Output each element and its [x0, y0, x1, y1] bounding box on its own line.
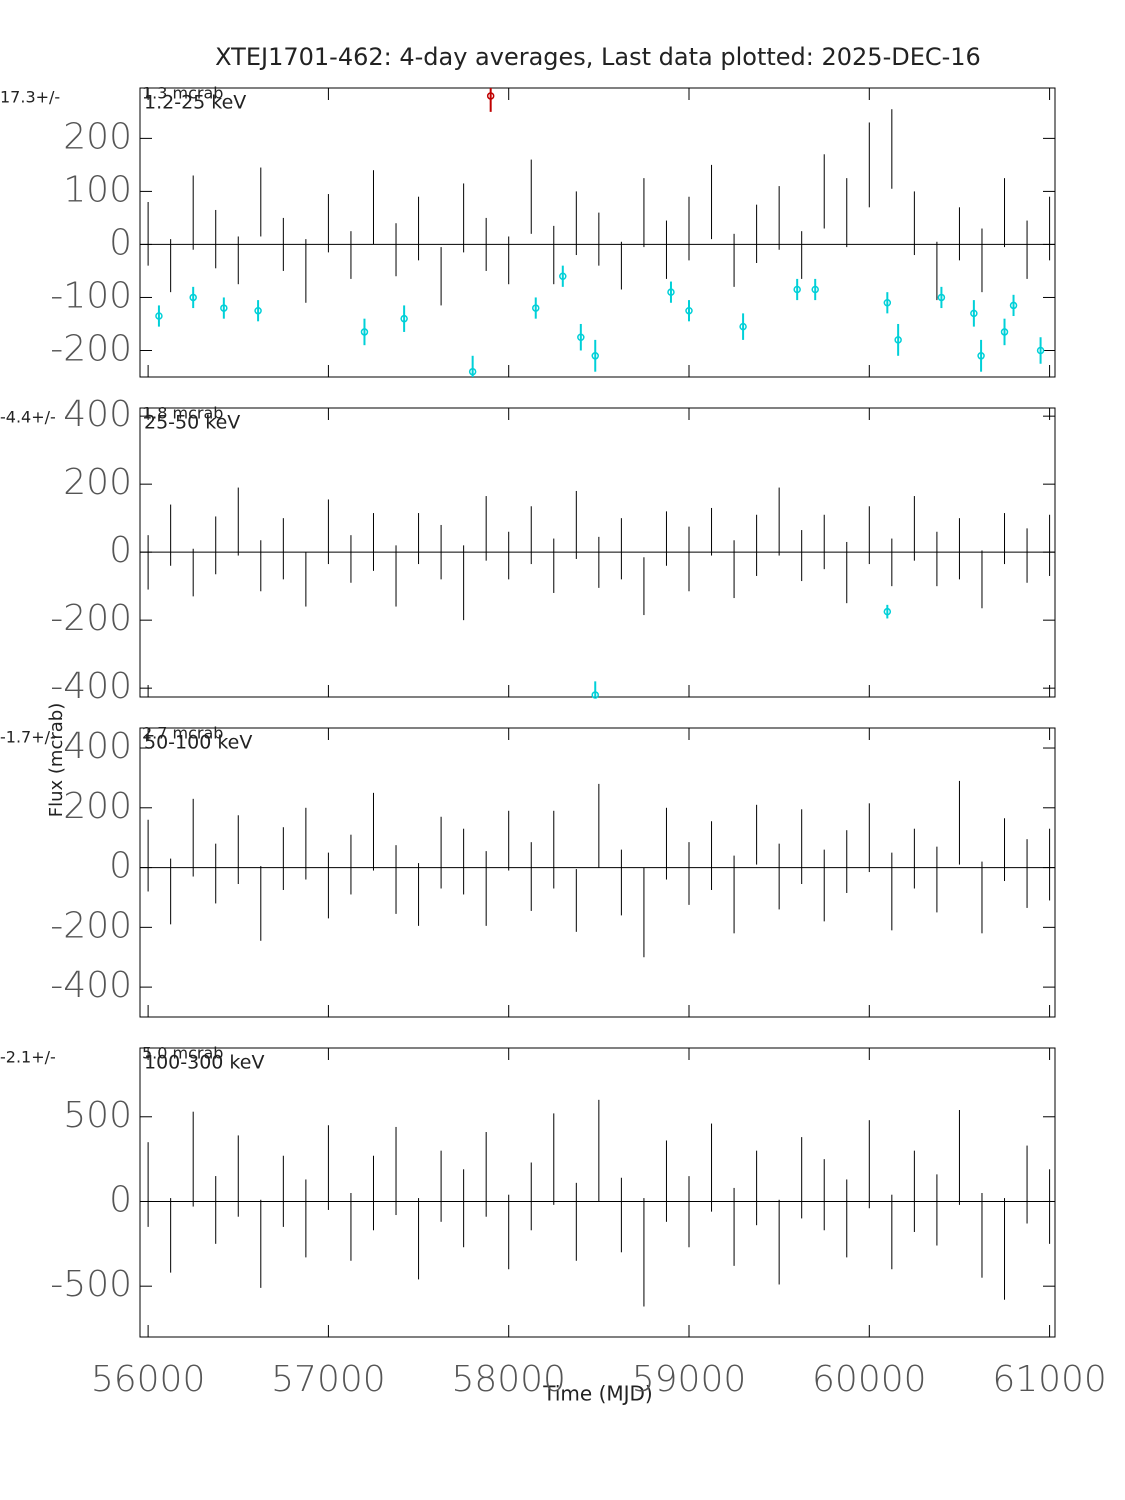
- x-tick-label: 57000: [271, 1359, 386, 1400]
- x-tick-label: 58000: [451, 1359, 566, 1400]
- y-tick-label: -400: [50, 965, 132, 1006]
- data-point: [977, 352, 985, 360]
- data-point: [937, 293, 946, 302]
- y-tick-label: 0: [109, 846, 132, 887]
- y-axis-label: Flux (mcrab): [46, 703, 67, 817]
- y-tick-label: 200: [63, 462, 132, 503]
- y-tick-label: 0: [109, 1179, 132, 1220]
- band-label: 100-300 keV: [144, 1052, 264, 1074]
- data-point: [793, 285, 801, 294]
- data-point: [468, 367, 477, 376]
- data-point: [667, 288, 675, 296]
- data-point: [189, 293, 197, 302]
- x-tick-label: 60000: [812, 1359, 927, 1400]
- mean-label: 17.3+/-: [0, 88, 60, 107]
- data-point: [591, 691, 599, 699]
- plot-frame: [139, 1047, 1056, 1338]
- data-point: [400, 314, 408, 323]
- y-tick-label: -500: [50, 1264, 132, 1305]
- data-point: [254, 306, 262, 315]
- y-tick-label: -200: [50, 598, 132, 639]
- y-tick-label: 500: [63, 1095, 132, 1136]
- data-point: [739, 322, 747, 331]
- mean-error-label: 1.8 mcrab: [142, 404, 223, 423]
- chart-title: XTEJ1701-462: 4-day averages, Last data …: [215, 43, 981, 71]
- mean-error-label: 2.7 mcrab: [142, 724, 223, 743]
- data-point: [577, 333, 585, 341]
- data-point: [883, 607, 892, 616]
- x-tick-label: 61000: [992, 1359, 1107, 1400]
- plot-frame: [139, 727, 1056, 1018]
- y-tick-label: -200: [50, 905, 132, 946]
- x-tick-label: 56000: [91, 1359, 206, 1400]
- data-point: [155, 312, 163, 320]
- x-axis-label: Time (MJD): [542, 1382, 652, 1406]
- data-point: [1036, 346, 1045, 355]
- data-point: [1000, 328, 1009, 336]
- data-point: [811, 285, 819, 294]
- y-tick-label: 200: [63, 786, 132, 827]
- data-point: [685, 306, 693, 315]
- y-tick-label: 0: [109, 222, 132, 263]
- data-point: [894, 336, 902, 344]
- data-point: [591, 352, 599, 360]
- y-tick-label: 0: [109, 530, 132, 571]
- y-tick-label: 200: [63, 116, 132, 157]
- plot-frame: [139, 87, 1056, 378]
- data-point: [220, 304, 228, 312]
- y-tick-label: 400: [63, 394, 132, 435]
- mean-error-label: 1.3 mcrab: [142, 84, 223, 103]
- data-point: [559, 272, 567, 280]
- x-tick-label: 59000: [632, 1359, 747, 1400]
- mean-label: -4.4+/-: [0, 408, 56, 427]
- mean-error-label: 5.0 mcrab: [142, 1044, 223, 1063]
- y-tick-label: 400: [63, 726, 132, 767]
- data-point: [531, 304, 540, 312]
- y-tick-label: -100: [50, 275, 132, 316]
- data-point: [1009, 301, 1018, 310]
- y-tick-label: -400: [50, 666, 132, 707]
- data-point: [486, 92, 495, 100]
- y-tick-label: -200: [50, 328, 132, 369]
- y-tick-label: 100: [63, 169, 132, 210]
- band-label: 25-50 keV: [144, 412, 240, 434]
- band-label: 50-100 keV: [144, 732, 252, 754]
- mean-label: -1.7+/-: [0, 728, 56, 747]
- mean-label: -2.1+/-: [0, 1048, 56, 1067]
- band-label: 1.2-25 keV: [144, 92, 246, 114]
- data-point: [360, 328, 369, 336]
- data-point: [883, 299, 892, 307]
- data-point: [970, 309, 978, 318]
